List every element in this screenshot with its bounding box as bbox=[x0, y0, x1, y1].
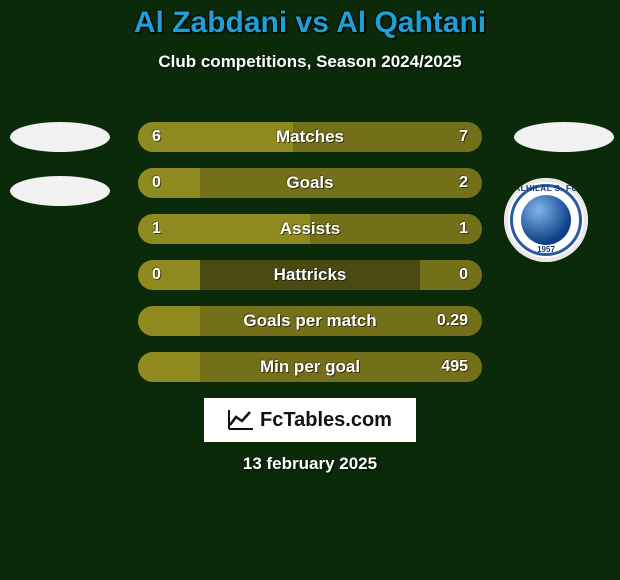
title: Al Zabdani vs Al Qahtani bbox=[0, 0, 620, 40]
stats-container: Matches67Goals02Assists11Hattricks00Goal… bbox=[138, 122, 482, 398]
stat-label: Assists bbox=[138, 214, 482, 244]
stat-label: Goals bbox=[138, 168, 482, 198]
stat-row: Goals0 2 bbox=[138, 168, 482, 198]
stat-label: Goals per match bbox=[138, 306, 482, 336]
stat-label: Min per goal bbox=[138, 352, 482, 382]
stat-value-player2: 2 bbox=[459, 168, 468, 198]
subtitle: Club competitions, Season 2024/2025 bbox=[0, 52, 620, 72]
stat-row: Min per goal495 bbox=[138, 352, 482, 382]
player2-club-logo: ALHILAL S. FC 1957 bbox=[504, 178, 588, 262]
stat-row: Goals per match0.29 bbox=[138, 306, 482, 336]
comparison-card: Al Zabdani vs Al Qahtani Club competitio… bbox=[0, 0, 620, 580]
stat-label: Matches bbox=[138, 122, 482, 152]
brand-badge[interactable]: FcTables.com bbox=[204, 398, 416, 442]
stat-row: Assists1 1 bbox=[138, 214, 482, 244]
footer-date: 13 february 2025 bbox=[0, 454, 620, 474]
stat-value-player2: 7 bbox=[459, 122, 468, 152]
stat-value-player2: 1 bbox=[459, 214, 468, 244]
player1-avatar-placeholder-2 bbox=[10, 176, 110, 206]
brand-text: FcTables.com bbox=[260, 409, 392, 432]
stat-value-player2: 0 bbox=[459, 260, 468, 290]
stat-row: Matches6 7 bbox=[138, 122, 482, 152]
stat-value-player1: 0 bbox=[152, 168, 161, 198]
stat-value-player1: 6 bbox=[152, 122, 161, 152]
stat-label: Hattricks bbox=[138, 260, 482, 290]
stat-value-player1: 1 bbox=[152, 214, 161, 244]
club-logo-ball-icon bbox=[521, 195, 571, 245]
stat-value-player1: 0 bbox=[152, 260, 161, 290]
stat-value-player2: 495 bbox=[441, 352, 468, 382]
brand-chart-icon bbox=[228, 409, 254, 431]
stat-row: Hattricks0 0 bbox=[138, 260, 482, 290]
club-logo-year: 1957 bbox=[504, 245, 588, 254]
stat-value-player2: 0.29 bbox=[437, 306, 468, 336]
player2-avatar-placeholder-1 bbox=[514, 122, 614, 152]
player1-avatar-placeholder-1 bbox=[10, 122, 110, 152]
club-logo-text: ALHILAL S. FC bbox=[504, 184, 588, 193]
